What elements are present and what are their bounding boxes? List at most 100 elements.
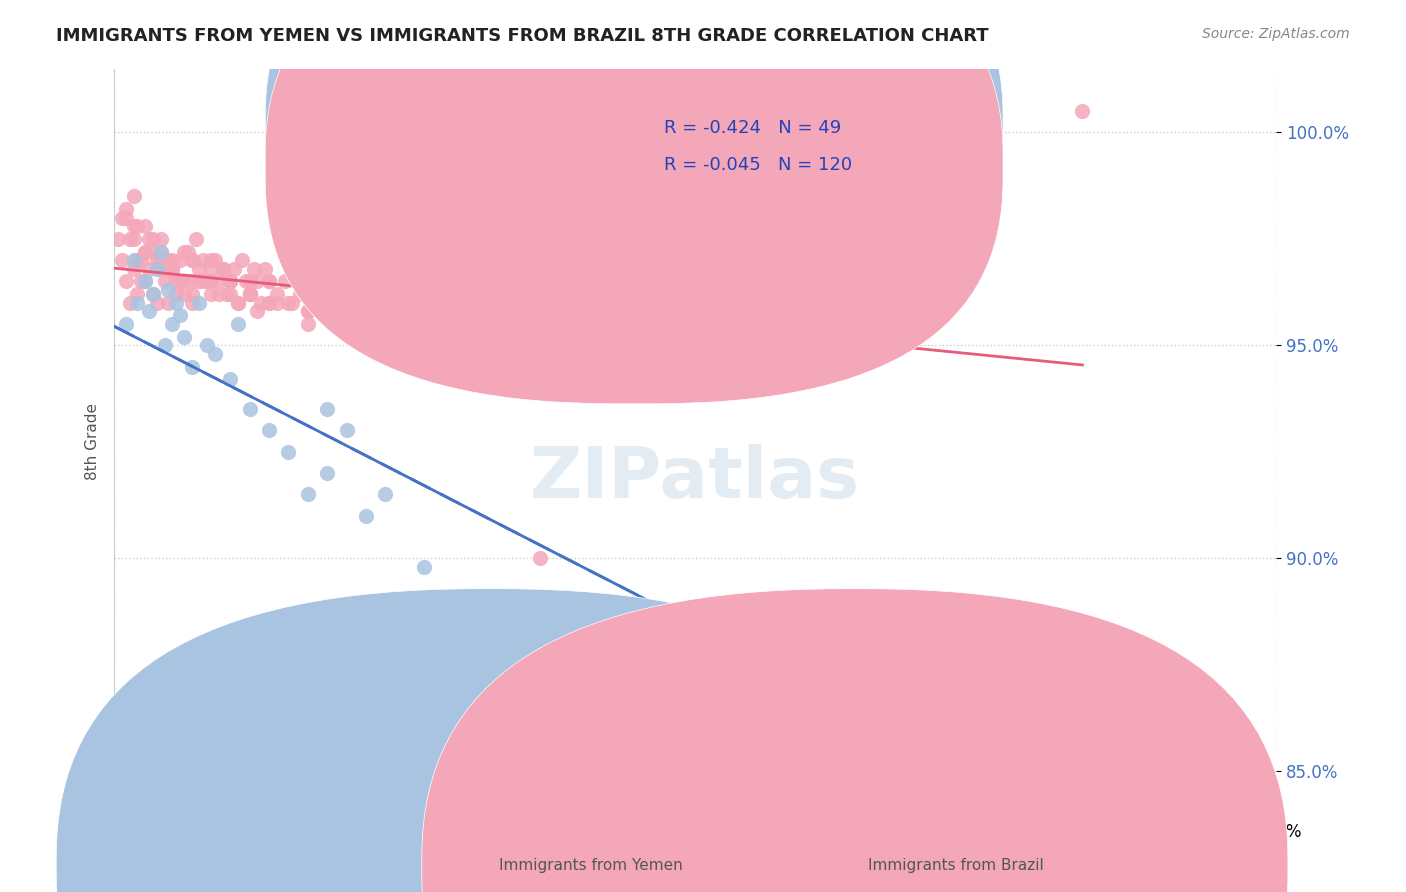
Point xyxy=(529,317,551,331)
Point xyxy=(129,253,152,268)
Point xyxy=(180,295,202,310)
Point xyxy=(188,295,211,310)
Point xyxy=(297,304,319,318)
Point xyxy=(235,274,257,288)
Point xyxy=(173,287,195,301)
Point xyxy=(208,274,231,288)
Point xyxy=(138,261,160,276)
Point xyxy=(146,261,169,276)
Point xyxy=(277,444,299,458)
Point xyxy=(114,274,136,288)
Point xyxy=(211,261,233,276)
Point xyxy=(114,211,136,225)
Point xyxy=(246,304,269,318)
Point xyxy=(413,559,436,574)
Point xyxy=(297,317,319,331)
Point xyxy=(162,261,184,276)
Point xyxy=(226,317,249,331)
Text: Immigrants from Brazil: Immigrants from Brazil xyxy=(869,858,1043,872)
Point xyxy=(335,424,357,438)
Point xyxy=(606,722,628,736)
Point xyxy=(568,338,591,352)
Point xyxy=(239,287,262,301)
Point xyxy=(250,295,273,310)
Point xyxy=(142,244,165,259)
Point xyxy=(254,261,277,276)
Point xyxy=(1188,798,1211,813)
Point xyxy=(169,253,191,268)
Point xyxy=(917,764,939,778)
Point xyxy=(173,330,195,344)
Point xyxy=(1226,785,1249,799)
Point xyxy=(1071,785,1094,799)
Point xyxy=(180,274,202,288)
Point xyxy=(195,338,218,352)
Point xyxy=(157,253,180,268)
Point xyxy=(211,261,233,276)
Point xyxy=(266,287,288,301)
Point xyxy=(723,743,745,757)
Point xyxy=(204,253,226,268)
Point xyxy=(1149,785,1171,799)
Point xyxy=(165,295,187,310)
Point xyxy=(200,261,222,276)
Point xyxy=(374,317,396,331)
Point xyxy=(224,261,246,276)
Point xyxy=(169,274,191,288)
Point xyxy=(134,219,156,233)
Point xyxy=(122,261,145,276)
Point xyxy=(257,424,280,438)
Point xyxy=(122,253,145,268)
Point xyxy=(219,274,242,288)
Point xyxy=(239,287,262,301)
Point xyxy=(180,287,202,301)
Point xyxy=(471,317,494,331)
Point xyxy=(200,253,222,268)
Point xyxy=(374,487,396,501)
Point xyxy=(974,772,997,787)
Point xyxy=(127,287,149,301)
Point xyxy=(316,402,339,417)
Point xyxy=(122,232,145,246)
Point xyxy=(157,295,180,310)
Point xyxy=(219,274,242,288)
Point xyxy=(335,304,357,318)
Point xyxy=(180,253,202,268)
Point xyxy=(529,551,551,566)
Y-axis label: 8th Grade: 8th Grade xyxy=(86,402,100,480)
Text: Immigrants from Yemen: Immigrants from Yemen xyxy=(499,858,682,872)
Point xyxy=(335,317,357,331)
FancyBboxPatch shape xyxy=(585,95,934,206)
Point xyxy=(153,274,176,288)
Point xyxy=(281,295,304,310)
Text: R = -0.424   N = 49: R = -0.424 N = 49 xyxy=(664,120,841,137)
FancyBboxPatch shape xyxy=(266,0,1002,367)
Point xyxy=(127,253,149,268)
Point xyxy=(169,309,191,323)
Point xyxy=(134,244,156,259)
Point xyxy=(149,261,172,276)
Point xyxy=(432,317,454,331)
Point xyxy=(195,274,218,288)
Point xyxy=(219,274,242,288)
Point xyxy=(134,274,156,288)
Point xyxy=(297,487,319,501)
Point xyxy=(138,232,160,246)
Point xyxy=(162,317,184,331)
Text: IMMIGRANTS FROM YEMEN VS IMMIGRANTS FROM BRAZIL 8TH GRADE CORRELATION CHART: IMMIGRANTS FROM YEMEN VS IMMIGRANTS FROM… xyxy=(56,27,988,45)
Point xyxy=(146,253,169,268)
Point xyxy=(839,756,862,770)
Point xyxy=(142,287,165,301)
Point xyxy=(239,274,262,288)
Point xyxy=(451,593,474,607)
FancyBboxPatch shape xyxy=(266,0,1002,404)
Point xyxy=(723,338,745,352)
Point xyxy=(316,295,339,310)
Point xyxy=(118,232,141,246)
Point xyxy=(226,295,249,310)
Point xyxy=(246,274,269,288)
Point xyxy=(226,295,249,310)
Point xyxy=(273,274,295,288)
Point xyxy=(354,287,377,301)
Point xyxy=(568,657,591,672)
